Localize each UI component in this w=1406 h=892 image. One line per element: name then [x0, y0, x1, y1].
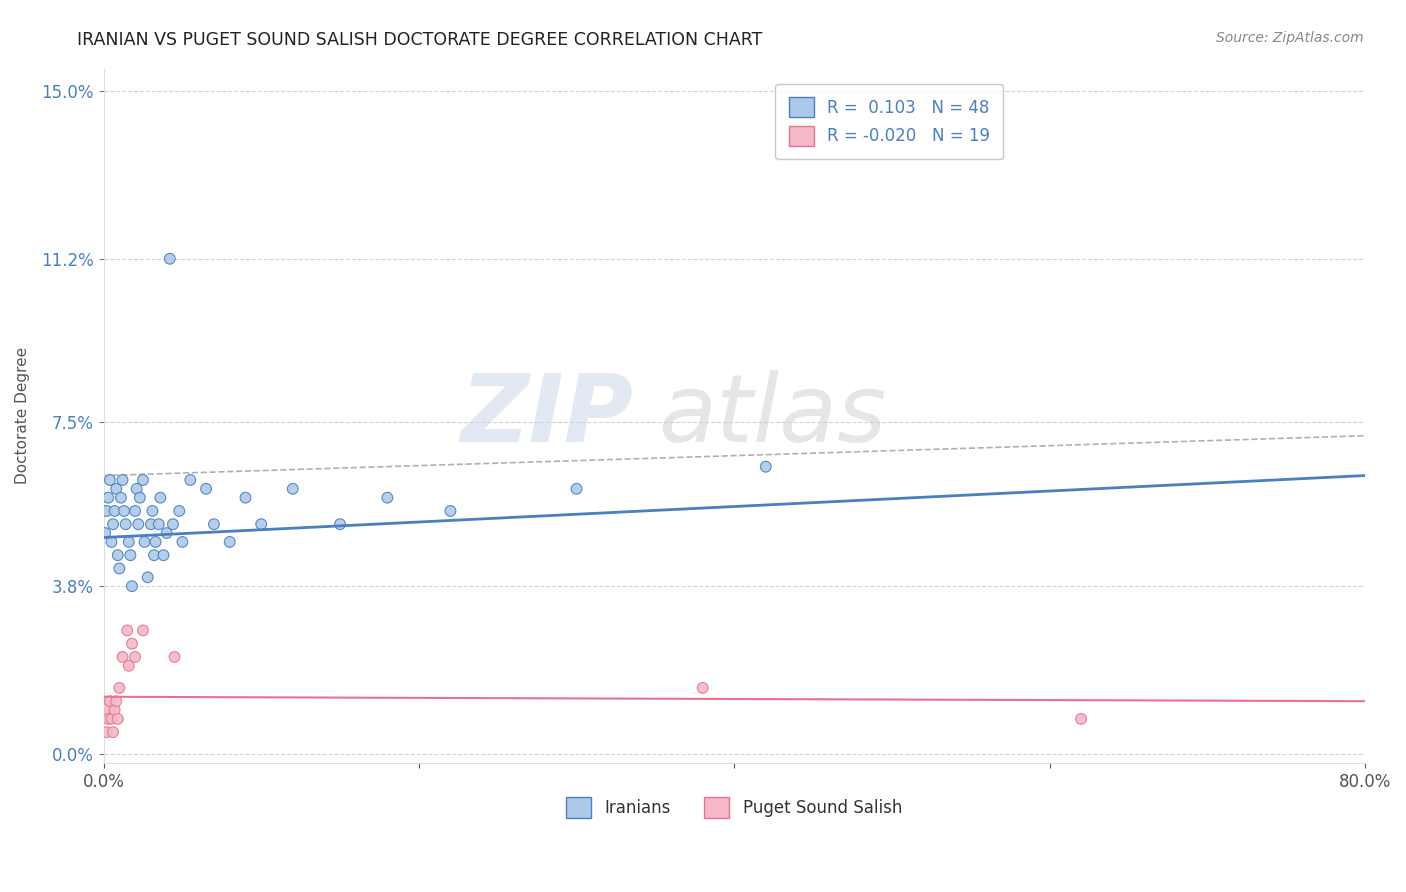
Point: [755, 459, 778, 474]
Point: [152, 548, 174, 562]
Point: [94, 703, 117, 717]
Point: [111, 473, 134, 487]
Point: [105, 694, 128, 708]
Point: [121, 579, 143, 593]
Point: [132, 624, 155, 638]
Point: [235, 491, 257, 505]
Point: [98, 473, 121, 487]
Point: [167, 504, 190, 518]
Point: [97, 712, 120, 726]
Point: [104, 703, 127, 717]
Y-axis label: Doctorate Degree: Doctorate Degree: [15, 347, 30, 484]
Point: [112, 504, 135, 518]
Point: [100, 712, 122, 726]
Point: [149, 491, 172, 505]
Point: [105, 482, 128, 496]
Point: [159, 252, 181, 266]
Point: [108, 681, 131, 695]
Point: [114, 517, 136, 532]
Point: [145, 535, 167, 549]
Point: [98, 694, 121, 708]
Point: [121, 637, 143, 651]
Point: [107, 548, 129, 562]
Point: [101, 725, 124, 739]
Point: [250, 517, 273, 532]
Point: [692, 681, 714, 695]
Point: [100, 535, 122, 549]
Point: [128, 491, 150, 505]
Point: [195, 482, 218, 496]
Text: IRANIAN VS PUGET SOUND SALISH DOCTORATE DEGREE CORRELATION CHART: IRANIAN VS PUGET SOUND SALISH DOCTORATE …: [77, 31, 762, 49]
Point: [107, 712, 129, 726]
Point: [118, 535, 141, 549]
Point: [120, 548, 142, 562]
Point: [110, 491, 132, 505]
Point: [139, 517, 162, 532]
Text: Source: ZipAtlas.com: Source: ZipAtlas.com: [1216, 31, 1364, 45]
Point: [124, 504, 146, 518]
Point: [202, 517, 225, 532]
Point: [111, 649, 134, 664]
Point: [101, 517, 124, 532]
Point: [156, 526, 179, 541]
Text: ZIP: ZIP: [460, 370, 633, 462]
Point: [141, 504, 163, 518]
Point: [1070, 712, 1092, 726]
Point: [124, 649, 146, 664]
Point: [108, 561, 131, 575]
Text: atlas: atlas: [658, 370, 887, 461]
Point: [118, 658, 141, 673]
Point: [125, 482, 148, 496]
Point: [97, 491, 120, 505]
Point: [172, 535, 194, 549]
Point: [136, 570, 159, 584]
Point: [134, 535, 156, 549]
Point: [148, 517, 170, 532]
Point: [115, 624, 138, 638]
Point: [439, 504, 461, 518]
Point: [127, 517, 149, 532]
Point: [377, 491, 399, 505]
Point: [163, 649, 186, 664]
Point: [162, 517, 184, 532]
Legend: Iranians, Puget Sound Salish: Iranians, Puget Sound Salish: [560, 790, 908, 824]
Point: [96, 504, 118, 518]
Point: [104, 504, 127, 518]
Point: [179, 473, 201, 487]
Point: [94, 526, 117, 541]
Point: [281, 482, 304, 496]
Point: [132, 473, 155, 487]
Point: [565, 482, 588, 496]
Point: [143, 548, 166, 562]
Point: [96, 725, 118, 739]
Point: [218, 535, 240, 549]
Point: [329, 517, 352, 532]
